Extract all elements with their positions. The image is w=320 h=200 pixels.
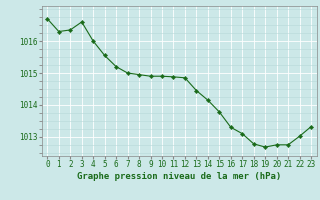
X-axis label: Graphe pression niveau de la mer (hPa): Graphe pression niveau de la mer (hPa)	[77, 172, 281, 181]
